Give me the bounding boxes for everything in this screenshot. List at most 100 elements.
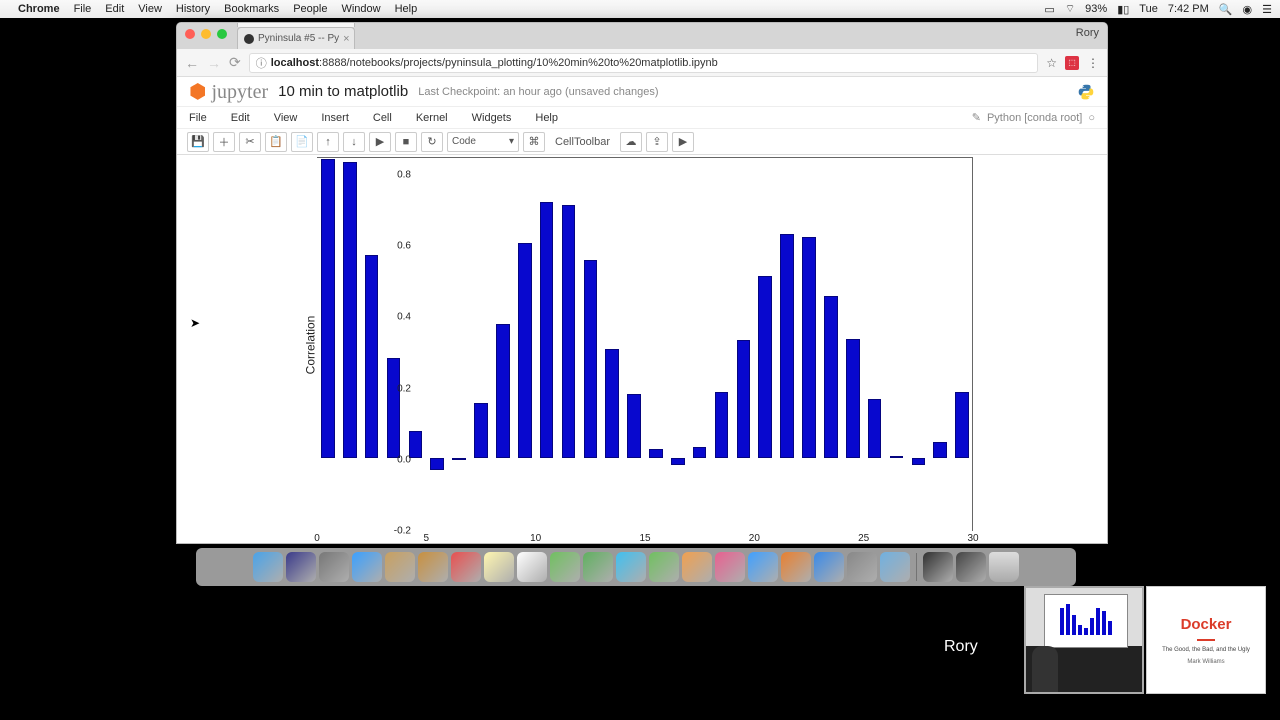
- notebook-title[interactable]: 10 min to matplotlib: [278, 83, 408, 100]
- forward-button[interactable]: →: [207, 55, 221, 71]
- tb-icon[interactable]: ▶: [672, 132, 694, 152]
- siri-icon[interactable]: ◉: [1243, 3, 1253, 16]
- chart-bar: [715, 392, 729, 458]
- dock-app-icon[interactable]: [352, 552, 382, 582]
- trash-icon[interactable]: [989, 552, 1019, 582]
- menubar-item[interactable]: Window: [341, 3, 380, 15]
- dock-app-icon[interactable]: [484, 552, 514, 582]
- paste-button[interactable]: 📄: [291, 132, 313, 152]
- browser-tab[interactable]: Pyninsula #5 -- Py×: [237, 27, 355, 49]
- menubar-item[interactable]: History: [176, 3, 210, 15]
- menu-item[interactable]: Help: [535, 112, 558, 124]
- y-tick: -0.2: [394, 526, 411, 537]
- chart-bar: [605, 349, 619, 458]
- address-bar[interactable]: ⓘ localhost :8888/notebooks/projects/pyn…: [249, 53, 1039, 73]
- copy-button[interactable]: 📋: [265, 132, 287, 152]
- dock-app-icon[interactable]: [781, 552, 811, 582]
- chrome-menu-icon[interactable]: ⋮: [1087, 56, 1099, 70]
- stop-button[interactable]: ■: [395, 132, 417, 152]
- chart-bar: [933, 442, 947, 458]
- site-info-icon[interactable]: ⓘ: [256, 55, 267, 71]
- back-button[interactable]: ←: [185, 55, 199, 71]
- close-tab-icon[interactable]: ×: [343, 33, 349, 45]
- close-window-icon[interactable]: [185, 29, 195, 39]
- menu-item[interactable]: File: [189, 112, 207, 124]
- slide-author: Mark Williams: [1187, 659, 1224, 665]
- menubar-item[interactable]: Edit: [105, 3, 124, 15]
- dock-app-icon[interactable]: [286, 552, 316, 582]
- wifi-icon[interactable]: ⌔: [1065, 2, 1075, 16]
- menu-item[interactable]: View: [274, 112, 298, 124]
- mac-dock: [196, 548, 1076, 586]
- edit-icon[interactable]: ✎: [972, 111, 981, 124]
- dock-app-icon[interactable]: [814, 552, 844, 582]
- chart-bar: [846, 339, 860, 458]
- dock-app-icon[interactable]: [451, 552, 481, 582]
- x-tick: 15: [639, 533, 650, 543]
- dock-app-icon[interactable]: [418, 552, 448, 582]
- notifications-icon[interactable]: ☰: [1262, 3, 1272, 16]
- dock-app-icon[interactable]: [847, 552, 877, 582]
- dock-app-icon[interactable]: [682, 552, 712, 582]
- menu-item[interactable]: Cell: [373, 112, 392, 124]
- menubar-item[interactable]: People: [293, 3, 327, 15]
- dock-app-icon[interactable]: [616, 552, 646, 582]
- dock-app-icon[interactable]: [715, 552, 745, 582]
- add-cell-button[interactable]: ＋: [213, 132, 235, 152]
- dock-app-icon[interactable]: [319, 552, 349, 582]
- y-axis-label: Correlation: [303, 315, 317, 374]
- battery-icon[interactable]: ▮▯: [1117, 3, 1129, 16]
- menu-item[interactable]: Widgets: [472, 112, 512, 124]
- notebook-area: Correlation -0.20.00.20.40.60.8051015202…: [177, 155, 1107, 543]
- dock-app-icon[interactable]: [649, 552, 679, 582]
- dock-app-icon[interactable]: [748, 552, 778, 582]
- chart-bar: [868, 399, 882, 458]
- menubar-item[interactable]: View: [138, 3, 162, 15]
- kernel-name[interactable]: Python [conda root]: [987, 112, 1082, 124]
- command-palette-button[interactable]: ⌘: [523, 132, 545, 152]
- menubar-app[interactable]: Chrome: [18, 3, 60, 15]
- jupyter-menu: File Edit View Insert Cell Kernel Widget…: [177, 107, 1107, 129]
- restart-button[interactable]: ↻: [421, 132, 443, 152]
- menu-item[interactable]: Insert: [321, 112, 349, 124]
- chrome-profile[interactable]: Rory: [1076, 27, 1099, 39]
- kernel-indicator-icon: ○: [1088, 112, 1095, 124]
- cell-toolbar-label: CellToolbar: [549, 136, 616, 148]
- menubar-item[interactable]: Bookmarks: [224, 3, 279, 15]
- spotlight-icon[interactable]: 🔍: [1219, 3, 1233, 16]
- airplay-icon[interactable]: ▭: [1044, 3, 1054, 16]
- chart-bar: [649, 449, 663, 458]
- menubar-item[interactable]: File: [74, 3, 92, 15]
- cut-button[interactable]: ✂: [239, 132, 261, 152]
- dock-app-icon[interactable]: [583, 552, 613, 582]
- dock-app-icon[interactable]: [880, 552, 910, 582]
- menubar-item[interactable]: Help: [395, 3, 418, 15]
- tb-icon[interactable]: ⇪: [646, 132, 668, 152]
- dock-app-icon[interactable]: [253, 552, 283, 582]
- chart-bar: [474, 403, 488, 458]
- address-bar-row: ← → ⟳ ⓘ localhost :8888/notebooks/projec…: [177, 49, 1107, 77]
- dock-app-icon[interactable]: [550, 552, 580, 582]
- close-tab-icon[interactable]: ×: [339, 22, 345, 23]
- menu-item[interactable]: Edit: [231, 112, 250, 124]
- dock-app-icon[interactable]: [956, 552, 986, 582]
- move-up-button[interactable]: ↑: [317, 132, 339, 152]
- tb-icon[interactable]: ☁: [620, 132, 642, 152]
- dock-app-icon[interactable]: [385, 552, 415, 582]
- save-button[interactable]: 💾: [187, 132, 209, 152]
- chart-bar: [365, 255, 379, 458]
- run-button[interactable]: ▶: [369, 132, 391, 152]
- cell-type-select[interactable]: Code▾: [447, 132, 519, 152]
- bookmark-icon[interactable]: ☆: [1046, 56, 1057, 70]
- chart-bar: [824, 296, 838, 458]
- mac-menubar: Chrome File Edit View History Bookmarks …: [0, 0, 1280, 18]
- maximize-window-icon[interactable]: [217, 29, 227, 39]
- extension-icon[interactable]: ⬚: [1065, 56, 1079, 70]
- menu-item[interactable]: Kernel: [416, 112, 448, 124]
- minimize-window-icon[interactable]: [201, 29, 211, 39]
- jupyter-logo[interactable]: ⬢ jupyter: [189, 79, 268, 104]
- move-down-button[interactable]: ↓: [343, 132, 365, 152]
- dock-app-icon[interactable]: [923, 552, 953, 582]
- dock-app-icon[interactable]: [517, 552, 547, 582]
- reload-button[interactable]: ⟳: [229, 54, 241, 71]
